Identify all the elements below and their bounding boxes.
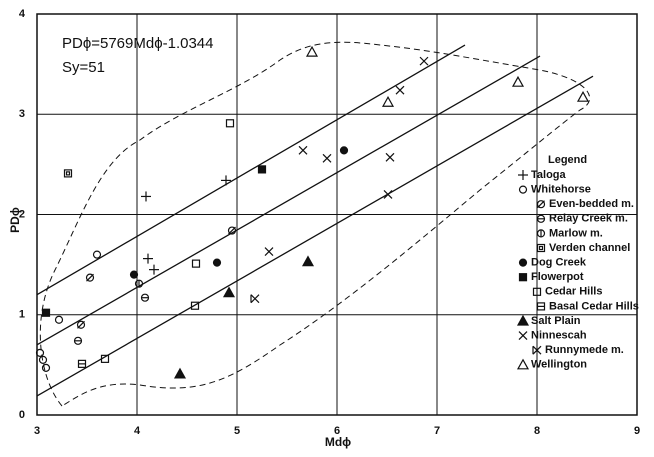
- y-tick-label: 4: [19, 8, 26, 20]
- y-tick-label: 3: [19, 108, 25, 120]
- marker: [140, 293, 150, 302]
- marker: [518, 258, 528, 267]
- marker: [518, 170, 528, 180]
- marker: [225, 119, 235, 128]
- legend-label: Whitehorse: [531, 184, 591, 196]
- marker: [305, 45, 319, 57]
- marker: [322, 153, 332, 163]
- x-axis-label: Mdϕ: [325, 435, 351, 449]
- marker: [298, 145, 308, 155]
- marker: [134, 279, 144, 288]
- marker: [339, 146, 349, 155]
- y-tick-label: 2: [19, 208, 25, 220]
- x-tick-label: 5: [234, 425, 240, 437]
- marker: [227, 226, 237, 235]
- legend-label: Wellington: [531, 359, 587, 371]
- envelope-outline: [39, 41, 591, 407]
- marker: [143, 253, 153, 264]
- annotation: PDϕ=5769Mdϕ-1.0344: [62, 35, 213, 52]
- annotation: Sy=51: [62, 59, 105, 76]
- legend-title: Legend: [548, 154, 587, 166]
- marker: [536, 243, 546, 253]
- marker: [250, 294, 260, 304]
- marker: [41, 363, 51, 372]
- legend-label: Salt Plain: [531, 315, 581, 327]
- x-tick-label: 9: [634, 425, 640, 437]
- marker: [76, 320, 86, 329]
- marker: [381, 95, 395, 107]
- regression-line: [36, 55, 541, 346]
- marker: [511, 75, 525, 87]
- marker: [41, 308, 51, 317]
- marker: [518, 185, 528, 194]
- marker: [516, 358, 530, 370]
- legend-label: Marlow m.: [549, 227, 603, 239]
- legend-label: Relay Creek m.: [549, 213, 628, 225]
- x-tick-label: 7: [434, 425, 440, 437]
- x-tick-label: 3: [34, 425, 40, 437]
- marker: [35, 348, 45, 357]
- marker: [518, 273, 528, 282]
- marker: [129, 270, 139, 279]
- marker: [576, 90, 590, 102]
- marker: [536, 200, 546, 209]
- marker: [383, 190, 393, 199]
- marker: [92, 250, 102, 259]
- marker: [191, 259, 201, 268]
- marker: [141, 191, 151, 202]
- marker: [395, 85, 405, 95]
- marker: [264, 247, 274, 257]
- marker: [536, 302, 546, 311]
- marker: [63, 169, 73, 178]
- marker: [85, 273, 95, 282]
- marker: [54, 315, 64, 324]
- marker: [212, 258, 222, 267]
- marker: [190, 301, 200, 310]
- y-tick-label: 0: [19, 409, 25, 421]
- marker: [385, 152, 395, 162]
- marker: [536, 229, 546, 238]
- marker: [73, 336, 83, 345]
- marker: [532, 287, 542, 296]
- legend-label: Runnymede m.: [545, 344, 624, 356]
- marker: [516, 314, 530, 326]
- marker: [257, 165, 267, 174]
- legend-label: Dog Creek: [531, 257, 587, 269]
- y-axis-label: PDϕ: [8, 207, 22, 233]
- marker: [419, 56, 429, 66]
- legend-label: Cedar Hills: [545, 286, 602, 298]
- marker: [77, 359, 87, 368]
- regression-line: [36, 75, 594, 397]
- x-tick-label: 4: [134, 425, 141, 437]
- x-tick-label: 8: [534, 425, 540, 437]
- marker: [518, 331, 528, 341]
- marker: [222, 286, 236, 298]
- marker: [38, 355, 48, 364]
- marker: [173, 367, 187, 379]
- marker: [536, 214, 546, 223]
- y-tick-label: 1: [19, 309, 25, 321]
- x-tick-label: 6: [334, 425, 340, 437]
- marker: [149, 264, 159, 275]
- regression-line: [36, 44, 466, 296]
- marker: [100, 354, 110, 363]
- legend-label: Even-bedded m.: [549, 198, 634, 210]
- marker: [532, 345, 542, 355]
- legend-label: Verden channel: [549, 242, 630, 254]
- legend-label: Taloga: [531, 169, 567, 181]
- marker: [221, 175, 231, 186]
- legend-label: Basal Cedar Hills: [549, 300, 639, 312]
- marker: [301, 255, 315, 267]
- legend-label: Ninnescah: [531, 330, 587, 342]
- legend-label: Flowerpot: [531, 271, 584, 283]
